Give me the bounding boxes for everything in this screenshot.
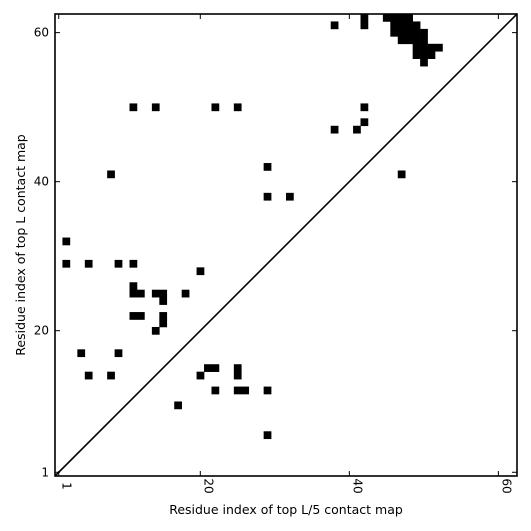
contact-cell-lower — [196, 371, 205, 380]
contact-cell-lower — [107, 371, 115, 380]
contact-cell-lower — [233, 371, 242, 380]
contact-cell-lower — [211, 386, 220, 395]
contact-cell-upper — [330, 125, 339, 134]
contact-cell-upper — [382, 14, 391, 22]
contact-cell-upper — [397, 28, 406, 37]
contact-cell-lower — [77, 349, 86, 358]
contact-cell-upper — [420, 51, 428, 60]
contact-cell-lower — [263, 386, 272, 395]
contact-cell-upper — [360, 14, 369, 22]
axis-ticks: 1 20 40 60 1 20 40 60 — [34, 14, 517, 494]
contact-cells — [62, 14, 443, 440]
contact-cell-upper — [420, 58, 428, 67]
contact-cell-upper — [360, 21, 369, 30]
contact-cell-lower — [233, 364, 242, 372]
contact-cell-lower — [159, 319, 168, 328]
contact-cell-upper — [427, 51, 436, 60]
contact-cell-upper — [360, 103, 369, 112]
contact-cell-upper — [412, 28, 421, 37]
contact-cell-lower — [159, 297, 168, 305]
contact-cell-upper — [420, 43, 428, 52]
x-tick-label: 40 — [350, 478, 364, 493]
contact-cell-lower — [181, 289, 190, 298]
contact-cell-upper — [129, 103, 138, 112]
contact-cell-upper — [412, 51, 421, 60]
contact-cell-upper — [420, 36, 428, 45]
contact-cell-lower — [151, 326, 160, 335]
y-tick-label: 40 — [34, 175, 49, 189]
x-tick-label: 1 — [60, 482, 74, 490]
contact-cell-upper — [412, 21, 421, 30]
contact-cell-upper — [390, 14, 399, 22]
contact-cell-lower — [159, 312, 168, 320]
contact-cell-lower — [241, 386, 250, 395]
contact-cell-lower — [129, 289, 138, 298]
x-axis-label: Residue index of top L/5 contact map — [169, 502, 403, 517]
y-tick-label: 60 — [34, 26, 49, 40]
contact-cell-upper — [397, 21, 406, 30]
contact-cell-upper — [405, 14, 413, 22]
contact-cell-upper — [412, 43, 421, 52]
contact-cell-upper — [353, 125, 361, 134]
contact-cell-upper — [420, 28, 428, 37]
contact-cell-lower — [136, 289, 145, 298]
diagonal-line — [54, 13, 518, 477]
contact-cell-lower — [114, 349, 123, 358]
contact-cell-lower — [62, 259, 71, 268]
contact-cell-lower — [84, 371, 93, 380]
contact-cell-lower — [233, 386, 242, 395]
contact-cell-upper — [360, 118, 369, 127]
contact-cell-lower — [159, 289, 168, 298]
contact-cell-lower — [114, 259, 123, 268]
contact-cell-upper — [397, 14, 406, 22]
contact-cell-upper — [435, 43, 443, 52]
contact-cell-upper — [151, 103, 160, 112]
contact-cell-upper — [233, 103, 242, 112]
contact-cell-lower — [263, 431, 272, 440]
x-tick-label: 60 — [499, 478, 513, 493]
contact-cell-upper — [397, 36, 406, 45]
contact-cell-lower — [174, 401, 182, 410]
contact-cell-lower — [84, 259, 93, 268]
contact-cell-upper — [263, 163, 272, 171]
contact-cell-upper — [412, 36, 421, 45]
contact-cell-lower — [204, 364, 212, 372]
contact-cell-lower — [151, 289, 160, 298]
plot-frame — [54, 13, 518, 477]
contact-cell-lower — [136, 312, 145, 320]
x-tick-label: 20 — [201, 478, 215, 493]
contact-cell-upper — [211, 103, 220, 112]
contact-cell-upper — [107, 170, 115, 179]
contact-cell-lower — [62, 237, 71, 246]
contact-cell-lower — [129, 282, 138, 291]
contact-cell-lower — [196, 267, 205, 276]
y-tick-label: 1 — [41, 465, 49, 479]
contact-cell-upper — [427, 43, 436, 52]
y-axis-label: Residue index of top L contact map — [13, 134, 28, 355]
y-tick-label: 20 — [34, 324, 49, 338]
contact-cell-upper — [330, 21, 339, 30]
contact-cell-upper — [405, 21, 413, 30]
contact-cell-upper — [286, 192, 294, 201]
contact-cell-upper — [263, 192, 272, 201]
contact-cell-upper — [390, 21, 399, 30]
contact-cell-lower — [129, 312, 138, 320]
contact-cell-upper — [397, 170, 406, 179]
contact-cell-upper — [405, 36, 413, 45]
contact-cell-lower — [129, 259, 138, 268]
contact-cell-upper — [390, 28, 399, 37]
contact-cell-upper — [405, 28, 413, 37]
contact-cell-lower — [211, 364, 220, 372]
